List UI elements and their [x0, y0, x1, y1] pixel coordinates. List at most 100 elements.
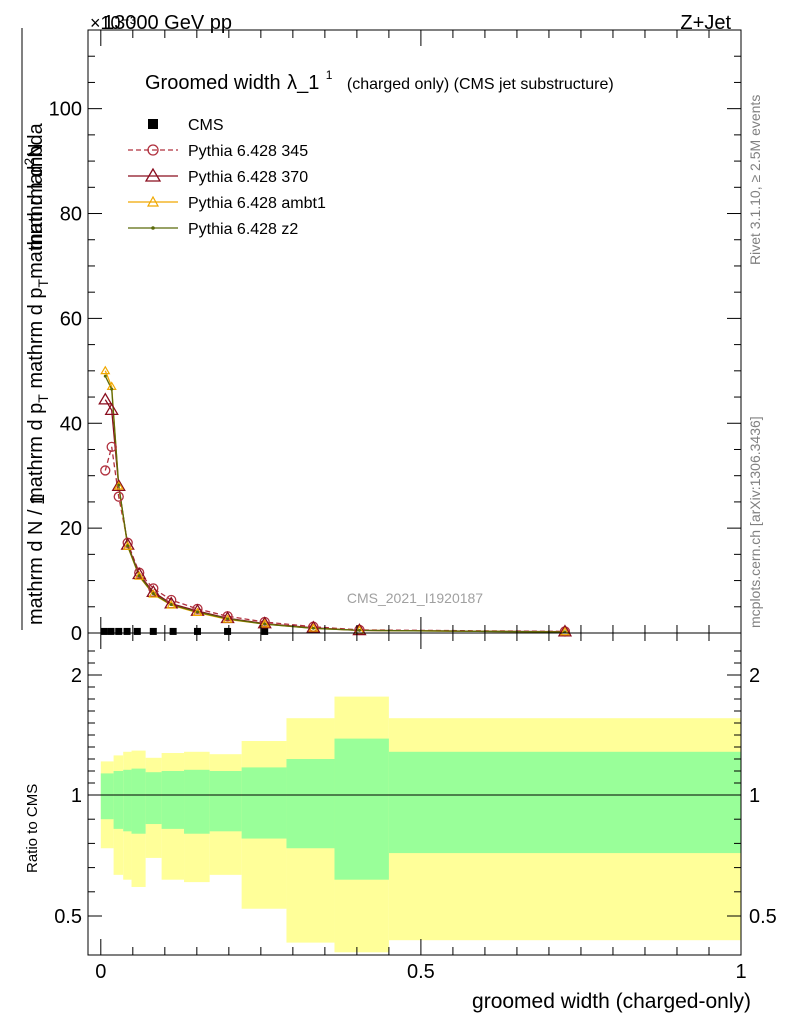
- ratio-stat-band-bin: [131, 768, 146, 834]
- ambt1-data-point: [192, 607, 203, 616]
- title-subtitle: (charged only) (CMS jet substructure): [347, 76, 614, 93]
- legend-label: CMS: [188, 117, 224, 134]
- cms-data-point: [100, 627, 108, 635]
- main-y-ticks: 0 20 40 60 80 100: [49, 29, 741, 645]
- ratio-y-tick-label: 1: [71, 785, 82, 807]
- p370-data-point: [146, 584, 161, 597]
- p370-data-point: [104, 402, 119, 416]
- legend-label: Pythia 6.428 345: [188, 143, 308, 160]
- ratio-y-tick-label: 0.5: [54, 906, 82, 928]
- z2-data-point: [226, 617, 230, 621]
- main-plot-frame: [87, 29, 742, 634]
- ylabel-denominator: mathrm d N / mathrm d pT mathrm d pTmath…: [25, 122, 51, 625]
- z2-data-point: [110, 387, 114, 391]
- p370-data-point: [98, 392, 113, 405]
- process-label: Z+Jet: [680, 12, 731, 34]
- ylabel-numerator: mathrm d2N: [21, 143, 47, 250]
- p345-data-point: [106, 441, 117, 453]
- p370-data-point: [132, 566, 147, 580]
- title-main: Groomed width: [145, 72, 281, 94]
- ratio-stat-band-bin: [184, 769, 210, 834]
- y-exponent-label: ×10⁻³: [90, 13, 136, 33]
- ambt1-data-point: [308, 623, 319, 632]
- z2-data-point: [311, 626, 315, 630]
- p370-data-point: [557, 624, 573, 637]
- ambt1-data-point: [100, 365, 111, 375]
- ambt1-data-point: [559, 626, 570, 636]
- ylabel-frac2-den: mathrm d p: [25, 287, 47, 388]
- chart-title: Groomed width λ_1 1 (charged only) (CMS …: [145, 66, 614, 94]
- main-y-tick-label: 100: [49, 99, 82, 121]
- x-axis-label: groomed width (charged-only): [472, 990, 751, 1013]
- watermark: CMS_2021_I1920187: [347, 590, 483, 606]
- ratio-y-axis-label: Ratio to CMS: [24, 784, 41, 873]
- series-line: [104, 446, 565, 633]
- ambt1-data-point: [166, 600, 177, 609]
- ratio-stat-band-bin: [161, 771, 185, 829]
- cms-data-point: [123, 627, 131, 635]
- main-y-tick-label: 60: [60, 308, 82, 330]
- main-y-axis-label: 1 mathrm d N / mathrm d pT mathrm d pTma…: [21, 28, 51, 630]
- ratio-x-ticks: 0 0.5 1: [95, 633, 747, 983]
- z2-data-point: [137, 574, 141, 578]
- ratio-y-tick-label: 2: [71, 665, 82, 687]
- cms-data-point: [224, 627, 232, 635]
- p370-data-point: [257, 616, 272, 629]
- main-y-tick-label: 80: [60, 204, 82, 226]
- ylabel-frac2-num: mathrm d: [25, 166, 47, 250]
- ratio-stat-band-bin: [113, 771, 124, 829]
- z2-data-point: [126, 544, 130, 548]
- ratio-stat-band-bin: [241, 767, 287, 839]
- ambt1-data-point: [134, 571, 145, 580]
- ratio-stat-band-bin: [286, 759, 335, 849]
- ambt1-data-point: [222, 614, 233, 623]
- ratio-uncertainty-bands: [100, 696, 741, 953]
- z2-data-point: [151, 592, 155, 596]
- legend-dot-marker: [151, 226, 155, 230]
- legend-label: Pythia 6.428 ambt1: [188, 195, 326, 212]
- title-superscript: 1: [326, 68, 333, 82]
- legend-circle-marker: [147, 144, 159, 156]
- title-lambda: λ_1: [287, 72, 319, 94]
- cms-data-point: [107, 627, 115, 635]
- ratio-y-tick-label-right: 2: [749, 665, 760, 687]
- legend-small-triangle-marker: [146, 195, 160, 207]
- cms-data-point: [193, 627, 201, 635]
- main-series-lines: [104, 370, 565, 633]
- ratio-plot-frame: [87, 632, 742, 956]
- ratio-stat-band-bin: [145, 772, 162, 825]
- ratio-x-tick-label: 0: [95, 961, 106, 983]
- legend: CMS Pythia 6.428 345 Pythia 6.428 370 Pythi…: [128, 117, 326, 238]
- ylabel-frac2-sup: 2: [21, 158, 37, 166]
- ratio-stat-band-bin: [334, 738, 389, 880]
- main-series-markers: [98, 365, 573, 637]
- main-y-tick-label: 40: [60, 413, 82, 435]
- ambt1-data-point: [148, 589, 159, 598]
- ratio-stat-band-bin: [123, 769, 132, 832]
- ylabel-frac2-den2: mathrm d lambda: [25, 122, 47, 278]
- main-y-tick-label: 20: [60, 518, 82, 540]
- ratio-plot: 0.5 0.5 1 1 2 2 0 0.5 1: [54, 632, 777, 983]
- cms-data-point: [261, 627, 269, 635]
- ylabel-frac2-num2: N: [25, 143, 47, 157]
- p370-data-point: [306, 620, 321, 633]
- rivet-label: Rivet 3.1.10, ≥ 2.5M events: [747, 95, 763, 265]
- mcplots-label: mcplots.cern.ch [arXiv:1306.3436]: [747, 416, 763, 628]
- cms-data-point: [149, 627, 157, 635]
- cms-data-point: [115, 627, 123, 635]
- ylabel-frac1-sub: T: [35, 394, 51, 403]
- p370-data-point: [111, 478, 126, 492]
- z2-data-point: [263, 622, 267, 626]
- p345-data-point: [100, 465, 111, 476]
- cms-data-point: [133, 627, 141, 635]
- z2-data-point: [169, 603, 173, 607]
- ratio-y-ticks: 0.5 0.5 1 1 2 2: [54, 650, 777, 928]
- series-line: [104, 370, 565, 633]
- ylabel-frac2-den-sub: T: [35, 278, 51, 287]
- z2-data-point: [117, 483, 121, 487]
- legend-cms-marker: [148, 119, 158, 129]
- ratio-y-tick-label-right: 1: [749, 785, 760, 807]
- ratio-y-tick-label-right: 0.5: [749, 906, 777, 928]
- ambt1-data-point: [259, 618, 270, 628]
